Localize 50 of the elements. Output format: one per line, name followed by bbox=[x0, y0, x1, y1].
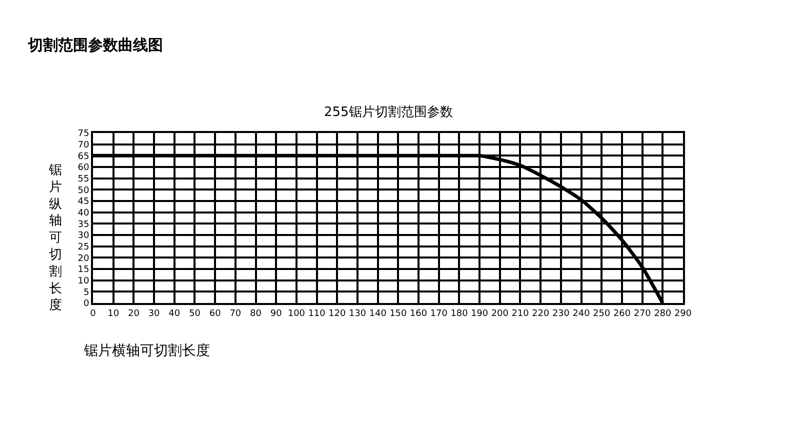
y-tick-label: 0 bbox=[83, 299, 90, 310]
x-tick-label: 130 bbox=[348, 308, 366, 319]
x-tick-label: 120 bbox=[328, 308, 346, 319]
y-tick-label: 45 bbox=[78, 197, 90, 208]
y-tick-label: 15 bbox=[78, 265, 90, 276]
y-tick-label: 60 bbox=[78, 163, 90, 174]
x-axis-title: 锯片横轴可切割长度 bbox=[83, 343, 210, 359]
x-tick-label: 180 bbox=[450, 308, 468, 319]
x-tick-label: 150 bbox=[390, 308, 408, 319]
y-tick-label: 10 bbox=[78, 276, 90, 286]
x-tick-label: 210 bbox=[512, 308, 530, 319]
x-tick-label: 220 bbox=[532, 308, 550, 319]
x-tick-label: 60 bbox=[209, 308, 222, 319]
x-tick-label: 0 bbox=[90, 308, 96, 319]
y-tick-label: 65 bbox=[78, 152, 90, 162]
y-tick-label: 50 bbox=[78, 186, 90, 196]
x-tick-label: 40 bbox=[168, 308, 180, 319]
x-tick-label: 200 bbox=[491, 308, 509, 319]
y-tick-label: 55 bbox=[78, 174, 90, 184]
y-tick-label: 35 bbox=[78, 220, 90, 230]
y-tick-label: 30 bbox=[78, 231, 90, 242]
x-tick-label: 230 bbox=[552, 308, 570, 319]
text: 锯片纵轴可切割长度 bbox=[49, 163, 62, 314]
x-tick-label: 190 bbox=[470, 308, 488, 319]
x-tick-label: 70 bbox=[230, 308, 242, 319]
x-tick-label: 240 bbox=[572, 308, 590, 319]
x-tick-label: 90 bbox=[270, 308, 282, 319]
x-tick-label: 270 bbox=[634, 308, 652, 319]
x-tick-label: 140 bbox=[369, 308, 387, 319]
x-tick-label: 80 bbox=[250, 308, 262, 319]
y-tick-label: 75 bbox=[78, 129, 90, 140]
x-tick-label: 250 bbox=[593, 308, 610, 319]
x-tick-label: 260 bbox=[613, 308, 631, 319]
chart-title: 切割范围参数曲线图 bbox=[27, 36, 163, 54]
x-tick-label: 170 bbox=[430, 308, 448, 319]
x-tick-label: 20 bbox=[128, 308, 140, 319]
x-tick-label: 10 bbox=[108, 308, 120, 319]
x-tick-label: 160 bbox=[410, 308, 428, 319]
y-tick-label: 40 bbox=[78, 208, 90, 218]
y-tick-label: 5 bbox=[83, 288, 90, 298]
x-tick-label: 290 bbox=[674, 308, 692, 319]
y-tick-label: 20 bbox=[78, 254, 90, 264]
x-tick-label: 100 bbox=[288, 308, 306, 319]
x-tick-label: 50 bbox=[188, 308, 201, 319]
x-tick-label: 110 bbox=[308, 308, 326, 319]
x-tick-label: 280 bbox=[654, 308, 672, 319]
y-tick-label: 25 bbox=[78, 242, 90, 252]
y-tick-label: 70 bbox=[78, 140, 90, 150]
chart-subtitle: 255锯片切割范围参数 bbox=[324, 105, 453, 120]
x-tick-label: 30 bbox=[148, 308, 160, 319]
